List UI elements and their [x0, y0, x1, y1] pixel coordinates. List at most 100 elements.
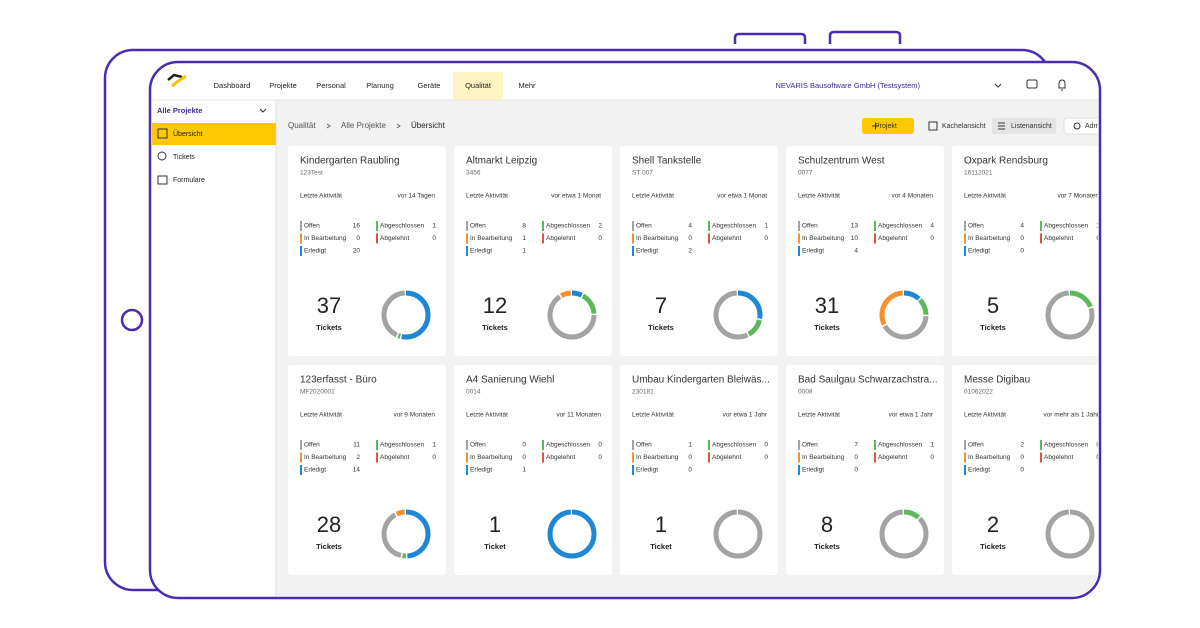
project-name: Oxpark Rendsburg [964, 156, 1048, 167]
project-card[interactable]: Bad Saulgau Schwarzachstra...0008Letzte … [786, 365, 944, 575]
gear-icon [1073, 122, 1081, 130]
donut-segment [713, 290, 763, 340]
status-bar [964, 465, 966, 475]
status-count: 1 [522, 235, 526, 242]
status-count: 0 [598, 454, 602, 461]
status-bar [964, 452, 966, 463]
nav-item[interactable]: Mehr [518, 81, 536, 90]
status-label: Abgeschlossen [380, 442, 424, 449]
status-label: In Bearbeitung [470, 235, 513, 242]
activity-label: Letzte Aktivität [798, 193, 840, 200]
status-label: In Bearbeitung [636, 454, 679, 461]
status-count: 1 [764, 223, 768, 230]
project-card[interactable]: 123erfasst - Büro MF2020001 Letzte Aktivit… [288, 365, 446, 575]
breadcrumb: Übersicht [411, 121, 446, 130]
status-bar [466, 221, 468, 231]
status-count: 1 [522, 467, 526, 474]
sidebar-item[interactable]: Formulare [173, 177, 205, 184]
new-project-btn[interactable] [862, 118, 914, 134]
status-count: 11 [353, 442, 360, 449]
new-project-label[interactable]: Projekt [875, 123, 897, 130]
status-count: 0 [598, 442, 602, 449]
sidebar-chevron[interactable] [259, 108, 267, 113]
bell-icon[interactable] [1058, 79, 1066, 91]
breadcrumb[interactable]: Alle Projekte [341, 121, 386, 130]
project-card[interactable]: Altmarkt Leipzig 3456 Letzte Aktivität vor … [454, 146, 612, 356]
project-card[interactable]: Messe Digibau 01062022 Letzte Aktivität vor… [952, 365, 1110, 575]
project-code: 123Test [300, 170, 323, 177]
ticket-label: Ticket [484, 542, 506, 551]
project-card[interactable]: Shell Tankstelle ST 007 Letzte Aktivität vo… [620, 146, 778, 356]
donut-segment [879, 509, 929, 559]
status-count: 0 [1020, 235, 1024, 242]
nav-item[interactable]: Personal [316, 81, 346, 90]
project-card[interactable]: A4 Sanierung Wiehl 0014 Letzte Aktivität vo… [454, 365, 612, 575]
status-bar [798, 452, 800, 463]
activity-label: Letzte Aktivität [632, 412, 674, 419]
sidebar-item[interactable]: Übersicht [173, 130, 203, 138]
admin-label[interactable]: Adm [1085, 123, 1100, 130]
status-count: 4 [854, 248, 858, 255]
donut-segment [879, 290, 929, 340]
activity: vor mehr als 1 Jahr [1043, 412, 1099, 419]
activity: vor 9 Monaten [393, 412, 435, 419]
status-count: 1 [930, 442, 934, 449]
icon-overview [157, 128, 168, 139]
status-label: In Bearbeitung [802, 454, 845, 461]
activity-label: Letzte Aktivität [798, 412, 840, 419]
plus-icon [872, 122, 879, 130]
nav-item[interactable]: Geräte [418, 81, 441, 90]
tile-view[interactable]: Kachelansicht [942, 123, 986, 130]
status-bar [542, 221, 544, 231]
ticket-label: Tickets [980, 542, 1006, 551]
status-count: 4 [688, 223, 692, 230]
status-label: Erledigt [968, 248, 990, 255]
company[interactable]: NEVARIS Bausoftware GmbH (Testsystem) [776, 81, 921, 90]
ticket-total: 1 [489, 512, 501, 537]
chat-icon[interactable] [1026, 79, 1038, 89]
list-view[interactable]: Listenansicht [1011, 123, 1052, 130]
status-count: 0 [688, 454, 692, 461]
status-label: Abgelehnt [712, 454, 741, 461]
ticket-label: Tickets [316, 542, 342, 551]
status-bar [708, 440, 710, 450]
project-card[interactable]: Kindergarten Raubling 123Test Letzte Aktiv… [288, 146, 446, 356]
project-card[interactable]: Umbau Kindergarten Bleiwäs... 230181 Letzt… [620, 365, 778, 575]
status-count: 0 [1020, 248, 1024, 255]
ticket-label: Tickets [814, 323, 840, 332]
project-card[interactable]: Oxpark Rendsburg 16112021 Letzte Aktivität… [952, 146, 1110, 356]
status-count: 0 [688, 467, 692, 474]
status-bar [466, 452, 468, 463]
donut-segment [1045, 509, 1095, 559]
admin-btn[interactable] [1063, 117, 1114, 135]
sidebar-item[interactable]: Tickets [173, 154, 195, 161]
status-count: 0 [1096, 442, 1100, 449]
sidebar-header[interactable]: Alle Projekte [157, 106, 202, 115]
status-count: 1 [688, 442, 692, 449]
list-icon [998, 122, 1005, 130]
nav-item[interactable]: Projekte [269, 81, 297, 90]
status-bar [376, 452, 378, 463]
nav-item[interactable]: Planung [366, 81, 394, 90]
project-card[interactable]: Schulzentrum West 0077 Letzte Aktivität vor… [786, 146, 944, 356]
status-bar [1040, 440, 1042, 450]
breadcrumb[interactable]: Qualität [288, 121, 316, 130]
status-label: Offen [802, 223, 818, 230]
list-view-bg[interactable] [992, 118, 1056, 134]
status-count: 16 [353, 223, 361, 230]
activity-label: Letzte Aktivität [300, 193, 342, 200]
status-label: Abgelehnt [546, 454, 575, 461]
status-label: Abgelehnt [878, 454, 907, 461]
status-bar [466, 440, 468, 450]
nav-item[interactable]: Qualität [465, 81, 492, 90]
status-label: Abgelehnt [1044, 235, 1073, 242]
ticket-label: Tickets [648, 323, 674, 332]
status-count: 0 [930, 454, 934, 461]
company-chevron[interactable] [994, 83, 1002, 88]
status-bar [1040, 452, 1042, 463]
nav-item[interactable]: Dashboard [214, 81, 251, 90]
card-bg [620, 146, 778, 356]
status-bar [300, 233, 302, 244]
status-bar [708, 452, 710, 463]
activity-label: Letzte Aktivität [964, 412, 1006, 419]
